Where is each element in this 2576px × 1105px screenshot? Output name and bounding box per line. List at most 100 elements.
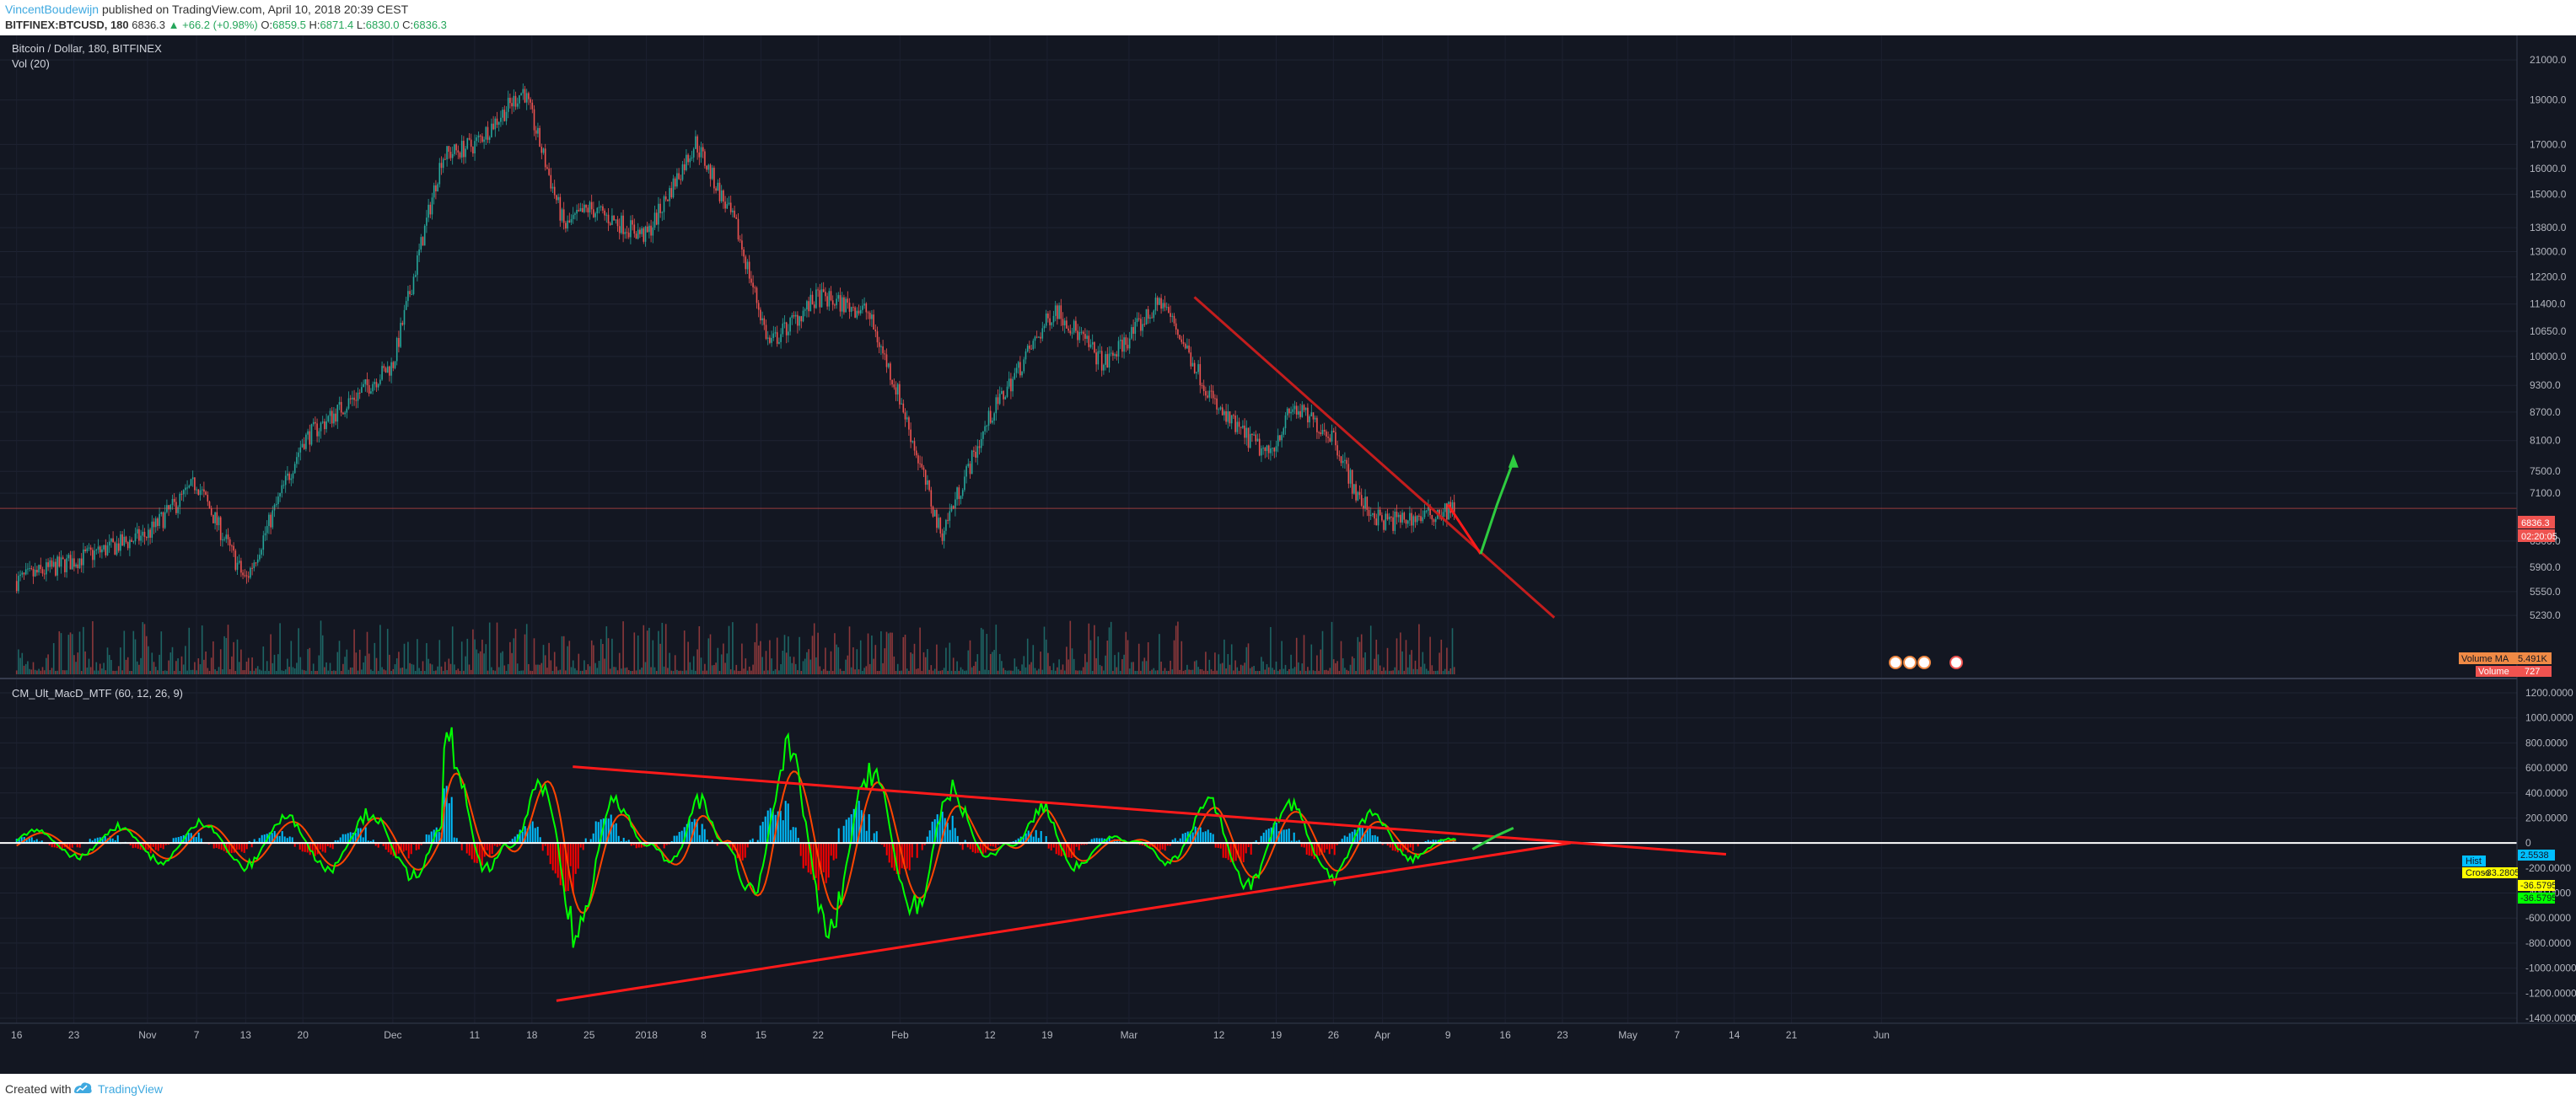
- up-arrow: [1479, 460, 1515, 555]
- event-icon[interactable]: [1889, 656, 1902, 669]
- author-link[interactable]: VincentBoudewijn: [5, 3, 99, 16]
- price-candle: [290, 478, 293, 480]
- price-candle: [615, 219, 617, 221]
- price-candle: [420, 237, 422, 250]
- macd-histogram-bar: [1047, 843, 1050, 849]
- price-candle: [1340, 456, 1342, 464]
- price-candle: [873, 314, 874, 330]
- volume-bar: [1188, 669, 1190, 674]
- macd-histogram-bar: [185, 834, 187, 844]
- price-candle: [1052, 315, 1055, 323]
- price-candle: [417, 255, 418, 276]
- price-candle: [659, 203, 661, 213]
- volume-bar: [1112, 670, 1114, 674]
- volume-bar: [674, 655, 676, 674]
- tradingview-link[interactable]: TradingView: [98, 1082, 164, 1096]
- volume-bar: [1338, 670, 1341, 674]
- price-candle: [1127, 345, 1129, 349]
- macd-histogram-bar: [835, 843, 837, 859]
- volume-bar: [316, 670, 318, 674]
- price-candle: [190, 479, 192, 486]
- macd-histogram-bar: [382, 843, 385, 846]
- macd-histogram-bar: [938, 819, 941, 844]
- price-candle: [1267, 445, 1270, 453]
- price-candle: [140, 535, 142, 541]
- macd-histogram-bar: [314, 843, 316, 856]
- volume-bar: [1366, 670, 1369, 674]
- macd-histogram-bar: [696, 819, 698, 844]
- macd-histogram-bar: [1343, 835, 1346, 844]
- price-candle: [227, 534, 229, 539]
- volume-bar: [1405, 640, 1407, 674]
- price-candle: [887, 363, 890, 367]
- volume-bar: [992, 652, 993, 674]
- price-candle: [1193, 362, 1196, 373]
- price-candle: [250, 567, 251, 578]
- volume-bar: [843, 671, 845, 674]
- macd-histogram-bar: [94, 838, 96, 844]
- volume-tag: [2476, 666, 2552, 677]
- volume-bar: [537, 664, 539, 674]
- macd-histogram-bar: [777, 811, 779, 844]
- volume-bar: [692, 656, 695, 674]
- cross-value: -33.2805: [2483, 868, 2520, 878]
- macd-histogram-bar: [949, 829, 951, 844]
- price-candle: [754, 287, 756, 288]
- macd-histogram-bar: [111, 838, 114, 844]
- volume-bar: [906, 668, 908, 674]
- price-candle: [1219, 407, 1222, 410]
- macd-histogram-bar: [665, 843, 668, 845]
- chart-svg[interactable]: 21000.019000.017000.016000.015000.013800…: [0, 35, 2576, 1074]
- macd-histogram-bar: [139, 843, 142, 850]
- price-candle: [292, 473, 294, 479]
- volume-bar: [607, 638, 610, 674]
- price-candle: [80, 558, 83, 566]
- volume-bar: [99, 663, 101, 674]
- volume-bar: [1030, 662, 1032, 674]
- price-candle: [1275, 446, 1277, 452]
- volume-bar: [965, 670, 967, 674]
- volume-bar: [94, 670, 95, 674]
- volume-bar: [986, 634, 988, 674]
- tradingview-logo-icon[interactable]: [73, 1081, 93, 1096]
- price-candle: [782, 323, 784, 335]
- event-icons[interactable]: [1889, 656, 1963, 669]
- price-candle: [21, 572, 24, 575]
- price-candle: [1442, 512, 1444, 520]
- price-candle: [763, 318, 766, 325]
- price-candle: [505, 111, 508, 121]
- macd-histogram-bar: [1116, 839, 1118, 844]
- price-candle: [492, 123, 494, 130]
- price-candle: [799, 316, 800, 326]
- volume-bar: [349, 667, 352, 674]
- price-candle: [333, 413, 335, 424]
- price-candle: [1015, 367, 1018, 373]
- price-candle: [1405, 519, 1407, 524]
- volume-bar: [1140, 670, 1142, 674]
- volume-bar: [1068, 659, 1069, 674]
- event-icon[interactable]: [1917, 656, 1931, 669]
- volume-bar: [1052, 662, 1055, 674]
- volume-bar: [548, 642, 550, 674]
- volume-bar: [340, 671, 342, 674]
- price-candle: [1366, 496, 1369, 510]
- price-candle: [585, 204, 587, 208]
- volume-bar: [353, 629, 355, 674]
- macd-histogram-bar: [994, 843, 997, 848]
- price-candle: [845, 298, 847, 313]
- event-icon[interactable]: [1903, 656, 1917, 669]
- macd-histogram-bar: [1050, 843, 1052, 850]
- price-change: ▲ +66.2 (+0.98%): [168, 19, 258, 31]
- price-candle: [1396, 512, 1398, 518]
- volume-bar: [1084, 653, 1086, 674]
- volume-bar: [179, 670, 181, 674]
- price-candle: [1004, 396, 1007, 400]
- event-icon[interactable]: [1949, 656, 1963, 669]
- macd-histogram-bar: [1062, 843, 1065, 856]
- price-candle: [854, 307, 856, 318]
- volume-bar: [405, 668, 407, 674]
- price-candle: [826, 296, 828, 307]
- macd-histogram-bar: [1245, 843, 1247, 854]
- price-candle: [1344, 459, 1346, 461]
- time-axis-label: 22: [813, 1029, 825, 1041]
